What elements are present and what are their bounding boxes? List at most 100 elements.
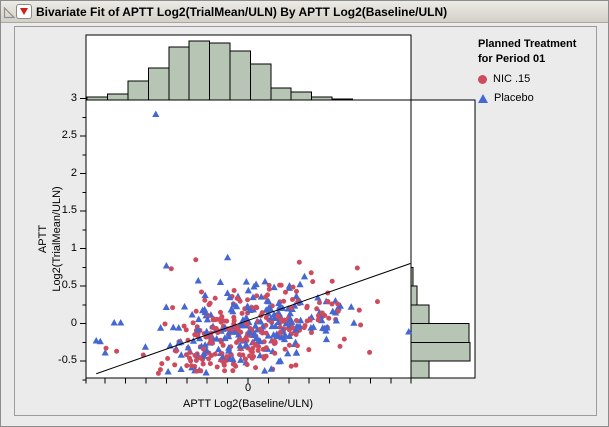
data-point-nic15[interactable] (207, 300, 213, 306)
data-point-nic15[interactable] (244, 362, 250, 368)
data-point-placebo[interactable] (297, 316, 305, 324)
data-point-nic15[interactable] (243, 320, 249, 326)
data-point-nic15[interactable] (277, 330, 283, 336)
data-point-placebo[interactable] (255, 336, 263, 343)
x-histogram-bar[interactable] (127, 80, 149, 101)
data-point-placebo[interactable] (231, 328, 239, 335)
data-point-placebo[interactable] (201, 308, 209, 316)
x-histogram-bar[interactable] (188, 40, 211, 101)
data-point-placebo[interactable] (282, 319, 290, 327)
data-point-placebo[interactable] (225, 332, 233, 340)
data-point-nic15[interactable] (329, 278, 335, 284)
data-point-nic15[interactable] (238, 329, 244, 335)
data-point-nic15[interactable] (197, 355, 203, 361)
data-point-placebo[interactable] (292, 292, 301, 299)
data-point-nic15[interactable] (249, 355, 255, 361)
data-point-nic15[interactable] (193, 368, 199, 374)
data-point-nic15[interactable] (234, 339, 240, 345)
data-point-placebo[interactable] (175, 323, 183, 331)
data-point-placebo[interactable] (184, 343, 192, 351)
data-point-placebo[interactable] (270, 283, 278, 291)
data-point-placebo[interactable] (296, 280, 304, 288)
data-point-placebo[interactable] (294, 323, 302, 330)
data-point-nic15[interactable] (194, 333, 200, 339)
x-histogram-bar[interactable] (107, 93, 129, 101)
data-point-nic15[interactable] (114, 348, 120, 354)
data-point-nic15[interactable] (103, 345, 109, 351)
data-point-nic15[interactable] (217, 309, 223, 315)
data-point-placebo[interactable] (203, 346, 211, 353)
y-axis-title-line2[interactable]: Log2(TrialMean/ULN) (51, 186, 63, 292)
data-point-placebo[interactable] (194, 325, 202, 333)
x-histogram-bar[interactable] (331, 98, 353, 101)
data-point-placebo[interactable] (242, 340, 250, 348)
data-point-placebo[interactable] (267, 365, 275, 372)
data-point-placebo[interactable] (188, 310, 196, 318)
data-point-placebo[interactable] (275, 299, 283, 307)
data-point-placebo[interactable] (180, 302, 189, 310)
data-point-placebo[interactable] (249, 293, 257, 301)
data-point-placebo[interactable] (244, 286, 252, 294)
data-point-placebo[interactable] (252, 280, 260, 288)
data-point-placebo[interactable] (264, 332, 272, 339)
data-point-placebo[interactable] (250, 329, 259, 337)
data-point-placebo[interactable] (267, 314, 275, 322)
data-point-nic15[interactable] (253, 365, 259, 371)
data-point-placebo[interactable] (281, 331, 289, 338)
data-point-placebo[interactable] (257, 317, 265, 325)
data-point-nic15[interactable] (293, 362, 299, 368)
x-histogram-bar[interactable] (168, 46, 190, 101)
data-point-nic15[interactable] (192, 352, 198, 358)
data-point-nic15[interactable] (293, 332, 299, 338)
data-point-placebo[interactable] (177, 365, 185, 373)
data-point-placebo[interactable] (350, 319, 358, 326)
data-point-nic15[interactable] (261, 354, 267, 360)
data-point-nic15[interactable] (288, 305, 294, 311)
legend-item-placebo[interactable]: Placebo (478, 91, 576, 105)
data-point-placebo[interactable] (195, 315, 203, 323)
data-point-placebo[interactable] (261, 277, 269, 285)
data-point-nic15[interactable] (263, 345, 269, 351)
data-point-placebo[interactable] (229, 307, 237, 315)
data-point-placebo[interactable] (203, 327, 211, 335)
data-point-nic15[interactable] (240, 352, 246, 358)
data-point-placebo[interactable] (284, 349, 292, 357)
data-point-nic15[interactable] (155, 370, 161, 376)
data-point-placebo[interactable] (246, 306, 254, 314)
data-point-placebo[interactable] (323, 323, 331, 331)
data-point-placebo[interactable] (332, 308, 340, 316)
data-point-nic15[interactable] (326, 315, 332, 321)
data-point-nic15[interactable] (306, 347, 312, 353)
data-point-placebo[interactable] (280, 335, 289, 343)
data-point-nic15[interactable] (266, 286, 272, 292)
data-point-placebo[interactable] (225, 328, 233, 335)
data-point-nic15[interactable] (277, 282, 283, 288)
data-point-nic15[interactable] (198, 289, 204, 295)
data-point-nic15[interactable] (187, 355, 193, 361)
data-point-nic15[interactable] (170, 305, 176, 311)
data-point-nic15[interactable] (335, 301, 341, 307)
data-point-placebo[interactable] (347, 303, 355, 310)
data-point-placebo[interactable] (237, 356, 245, 363)
data-point-nic15[interactable] (282, 346, 288, 352)
data-point-nic15[interactable] (245, 297, 251, 303)
data-point-nic15[interactable] (254, 293, 260, 299)
data-point-placebo[interactable] (334, 303, 342, 311)
data-point-placebo[interactable] (202, 368, 210, 376)
data-point-placebo[interactable] (189, 337, 198, 344)
x-histogram-bar[interactable] (249, 63, 272, 101)
data-point-nic15[interactable] (286, 342, 292, 348)
data-point-nic15[interactable] (263, 315, 269, 321)
y-histogram-bar[interactable] (410, 304, 430, 324)
data-point-placebo[interactable] (157, 324, 165, 331)
data-point-nic15[interactable] (221, 361, 227, 367)
data-point-nic15[interactable] (183, 327, 189, 333)
data-point-nic15[interactable] (250, 345, 256, 351)
data-point-nic15[interactable] (193, 257, 199, 263)
data-point-nic15[interactable] (315, 317, 321, 323)
data-point-nic15[interactable] (296, 259, 302, 265)
data-point-nic15[interactable] (337, 343, 343, 349)
data-point-placebo[interactable] (292, 326, 300, 334)
data-point-nic15[interactable] (212, 295, 218, 301)
data-point-nic15[interactable] (263, 330, 269, 336)
